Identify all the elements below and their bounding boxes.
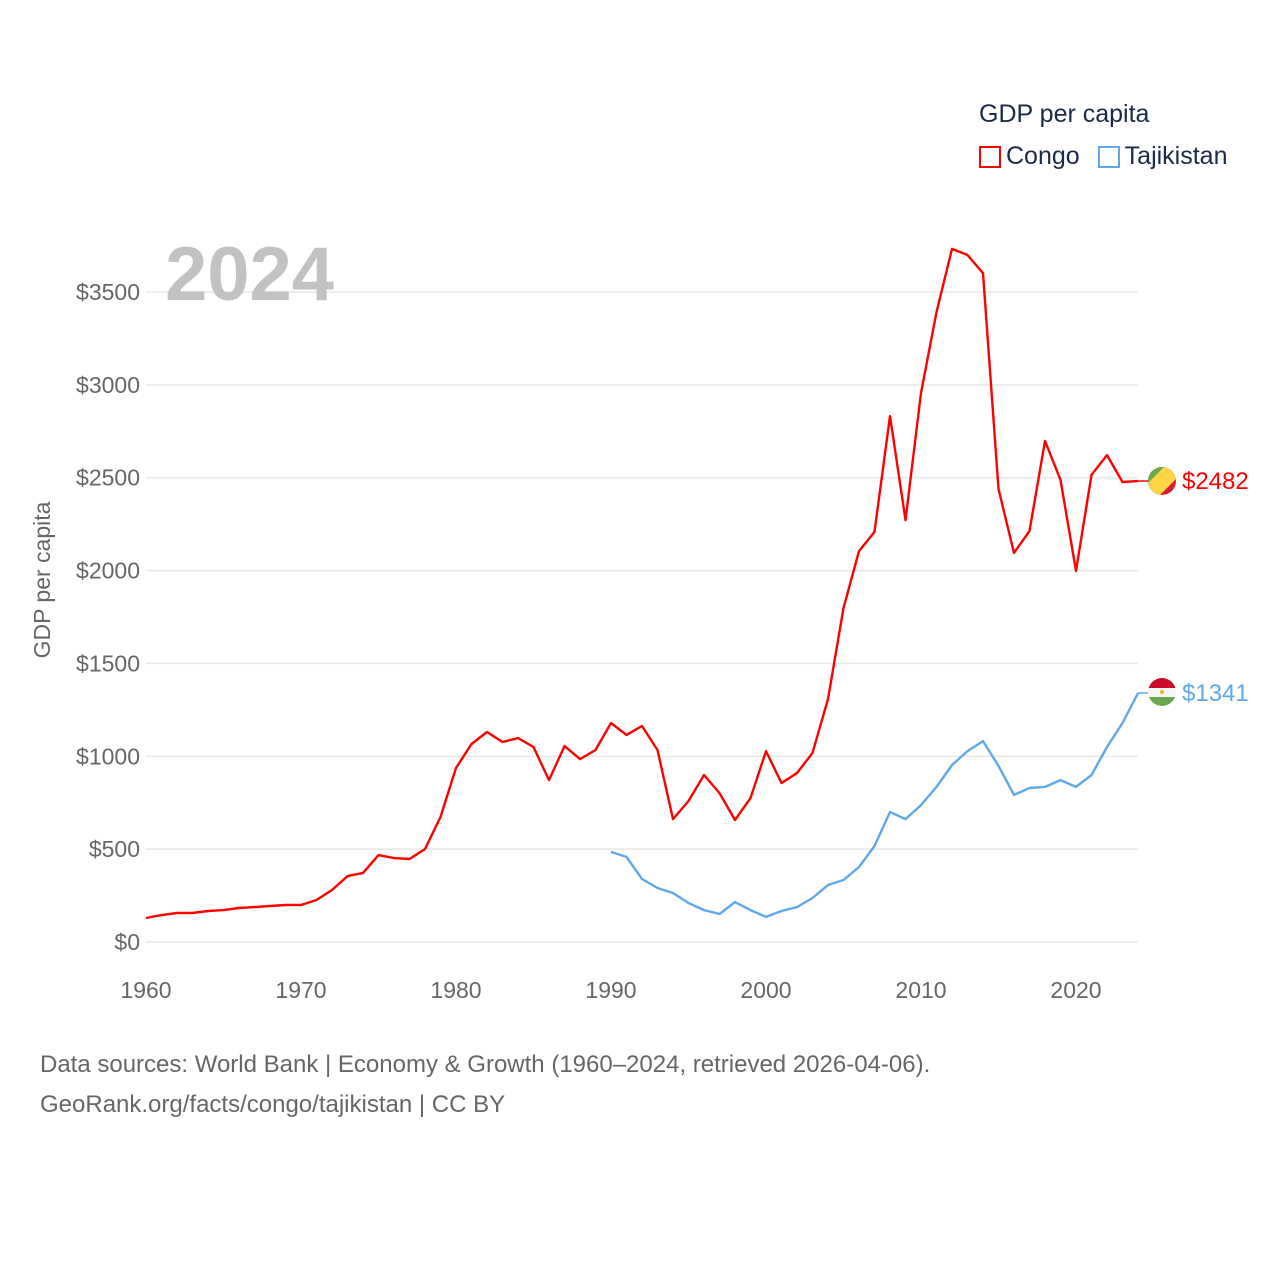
- source-line-2: GeoRank.org/facts/congo/tajikistan | CC …: [40, 1091, 506, 1118]
- series-lines: [145, 247, 1148, 920]
- legend-item-tajikistan[interactable]: Tajikistan: [1097, 142, 1228, 171]
- x-axis-ticks: 1960 1970 1980 1990 2000 2010 2020: [120, 977, 1101, 1003]
- legend: Congo Tajikistan: [979, 142, 1228, 171]
- source-line-1: Data sources: World Bank | Economy & Gro…: [40, 1051, 931, 1078]
- series-line-congo: [145, 247, 1139, 920]
- y-axis-ticks: $0 $500 $1000 $1500 $2000 $2500 $3000 $3500: [76, 279, 140, 955]
- x-tick-label: 2000: [740, 977, 791, 1003]
- y-axis-label: GDP per capita: [29, 501, 55, 658]
- y-tick-label: $500: [89, 836, 140, 862]
- legend-label-congo: Congo: [1006, 142, 1080, 170]
- gridlines: [146, 291, 1138, 943]
- legend-swatch-tajikistan: [1097, 145, 1120, 168]
- congo-flag-icon: [1148, 467, 1176, 495]
- legend-title: GDP per capita: [979, 100, 1150, 128]
- x-tick-label: 2020: [1050, 977, 1101, 1003]
- legend-swatch-congo: [979, 145, 1001, 168]
- y-tick-label: $0: [114, 929, 140, 955]
- legend-item-congo[interactable]: Congo: [979, 142, 1080, 171]
- end-labels: $2482 $1341: [1182, 468, 1249, 707]
- tajikistan-flag-icon: [1148, 678, 1176, 706]
- end-label-congo: $2482: [1182, 468, 1249, 495]
- year-watermark: 2024: [165, 232, 334, 317]
- end-label-tajikistan: $1341: [1182, 680, 1249, 707]
- y-tick-label: $3000: [76, 372, 140, 398]
- x-tick-label: 1990: [585, 977, 636, 1003]
- y-tick-label: $2500: [76, 465, 140, 491]
- y-tick-label: $1500: [76, 650, 140, 676]
- source-note: Data sources: World Bank | Economy & Gro…: [40, 1045, 930, 1125]
- x-tick-label: 1960: [120, 977, 171, 1003]
- y-tick-label: $1000: [76, 743, 140, 769]
- x-tick-label: 1980: [430, 977, 481, 1003]
- x-tick-label: 1970: [275, 977, 326, 1003]
- legend-label-tajikistan: Tajikistan: [1124, 142, 1228, 170]
- x-tick-label: 2010: [895, 977, 946, 1003]
- series-line-tajikistan: [610, 692, 1140, 919]
- y-tick-label: $2000: [76, 558, 140, 584]
- y-tick-label: $3500: [76, 279, 140, 305]
